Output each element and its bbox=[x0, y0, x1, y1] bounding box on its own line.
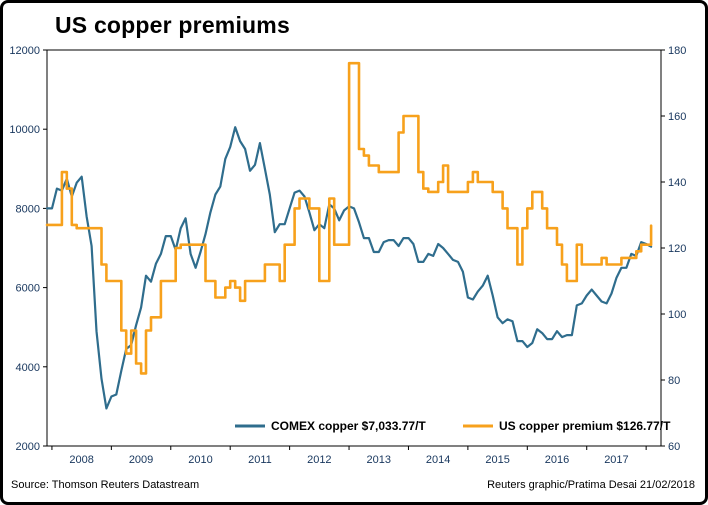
left-axis-label: 8000 bbox=[16, 203, 40, 215]
left-axis-label: 12000 bbox=[9, 45, 40, 57]
right-axis-label: 140 bbox=[668, 177, 686, 189]
x-axis-label: 2011 bbox=[248, 454, 272, 466]
credit-note: Reuters graphic/Pratima Desai 21/02/2018 bbox=[487, 479, 695, 491]
right-axis-label: 100 bbox=[668, 309, 686, 321]
x-axis-label: 2014 bbox=[426, 454, 450, 466]
right-axis-label: 60 bbox=[668, 441, 680, 453]
left-axis-label: 10000 bbox=[9, 124, 40, 136]
x-axis-label: 2017 bbox=[604, 454, 628, 466]
legend-label-1: US copper premium $126.77/T bbox=[499, 419, 671, 433]
x-axis-label: 2016 bbox=[545, 454, 569, 466]
right-axis-label: 160 bbox=[668, 111, 686, 123]
chart-title: US copper premiums bbox=[55, 12, 290, 38]
right-axis-label: 180 bbox=[668, 45, 686, 57]
x-axis-label: 2013 bbox=[367, 454, 391, 466]
left-axis-label: 2000 bbox=[16, 441, 40, 453]
x-axis-label: 2012 bbox=[307, 454, 331, 466]
right-axis-label: 120 bbox=[668, 243, 686, 255]
left-axis-label: 6000 bbox=[16, 283, 40, 295]
plot-frame bbox=[46, 49, 662, 447]
x-axis-label: 2008 bbox=[69, 454, 93, 466]
legend-label-0: COMEX copper $7,033.77/T bbox=[271, 419, 426, 433]
x-axis-label: 2009 bbox=[129, 454, 153, 466]
series-line-1 bbox=[45, 61, 653, 375]
x-axis-label: 2015 bbox=[485, 454, 509, 466]
chart-canvas: 2000 4000 6000 8000 10000 12000 60 80 100 120 140 1… bbox=[9, 45, 686, 466]
right-axis-label: 80 bbox=[668, 375, 680, 387]
x-axis-label: 2010 bbox=[188, 454, 212, 466]
source-note: Source: Thomson Reuters Datastream bbox=[11, 479, 200, 491]
left-axis-label: 4000 bbox=[16, 362, 40, 374]
footer: Source: Thomson Reuters Datastream Reute… bbox=[3, 478, 705, 491]
